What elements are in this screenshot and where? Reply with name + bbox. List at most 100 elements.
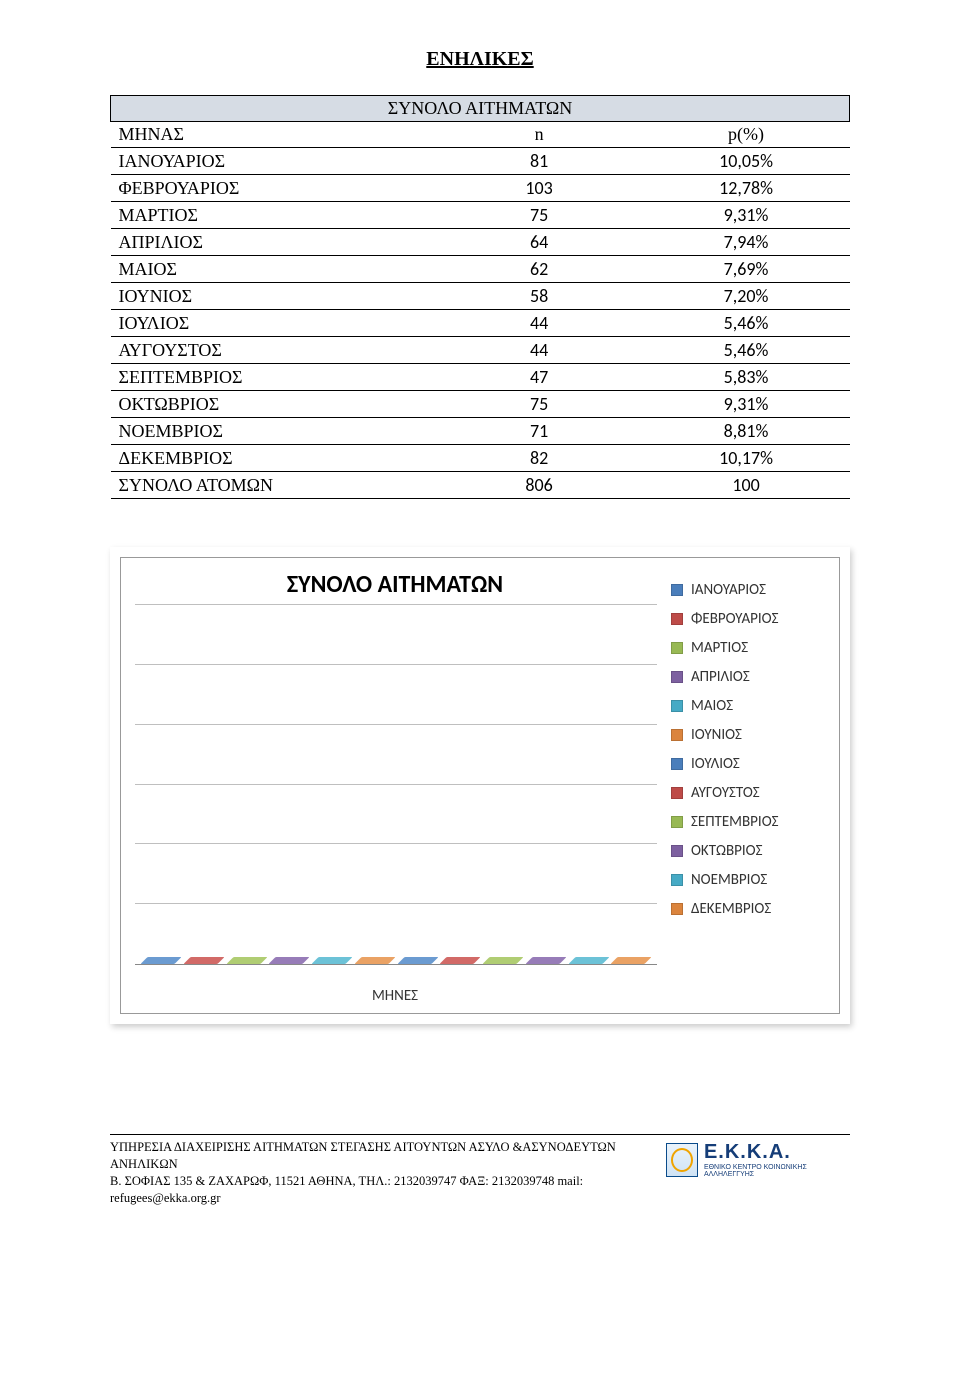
cell-p: 9,31% [643, 391, 850, 418]
cell-month: ΙΟΥΛΙΟΣ [111, 310, 436, 337]
legend-label: ΜΑΡΤΙΟΣ [691, 639, 748, 657]
legend-swatch-icon [671, 758, 683, 770]
cell-month: ΝΟΕΜΒΡΙΟΣ [111, 418, 436, 445]
table-col-n: n [436, 122, 643, 148]
footer-line-1: ΥΠΗΡΕΣΙΑ ΔΙΑΧΕΙΡΙΣΗΣ ΑΙΤΗΜΑΤΩΝ ΣΤΕΓΑΣΗΣ … [110, 1139, 666, 1173]
cell-month: ΙΑΝΟΥΑΡΙΟΣ [111, 148, 436, 175]
legend-label: ΣΕΠΤΕΜΒΡΙΟΣ [691, 813, 779, 831]
legend-label: ΦΕΒΡΟΥΑΡΙΟΣ [691, 610, 778, 628]
legend-label: ΑΠΡΙΛΙΟΣ [691, 668, 750, 686]
legend-item: ΙΟΥΛΙΟΣ [671, 755, 827, 773]
cell-p: 10,05% [643, 148, 850, 175]
cell-n: 44 [436, 337, 643, 364]
legend-item: ΝΟΕΜΒΡΙΟΣ [671, 871, 827, 889]
logo-acronym: Ε.Κ.Κ.Α. [704, 1141, 791, 1163]
table-row: ΑΠΡΙΛΙΟΣ647,94% [111, 229, 850, 256]
legend-item: ΦΕΒΡΟΥΑΡΙΟΣ [671, 610, 827, 628]
cell-n: 47 [436, 364, 643, 391]
cell-month: ΑΠΡΙΛΙΟΣ [111, 229, 436, 256]
legend-label: ΔΕΚΕΜΒΡΙΟΣ [691, 900, 771, 918]
cell-n: 64 [436, 229, 643, 256]
cell-month: ΑΥΓΟΥΣΤΟΣ [111, 337, 436, 364]
legend-label: ΙΟΥΛΙΟΣ [691, 755, 740, 773]
table-row: ΜΑΙΟΣ627,69% [111, 256, 850, 283]
table-row: ΙΟΥΝΙΟΣ587,20% [111, 283, 850, 310]
legend-label: ΝΟΕΜΒΡΙΟΣ [691, 871, 767, 889]
table-total-label: ΣΥΝΟΛΟ ΑΤΟΜΩΝ [111, 472, 436, 499]
cell-month: ΜΑΙΟΣ [111, 256, 436, 283]
legend-item: ΜΑΙΟΣ [671, 697, 827, 715]
logo-subtext: ΕΘΝΙΚΟ ΚΕΝΤΡΟ ΚΟΙΝΩΝΙΚΗΣ ΑΛΛΗΛΕΓΓΥΗΣ [704, 1164, 850, 1178]
legend-label: ΙΑΝΟΥΑΡΙΟΣ [691, 581, 766, 599]
cell-month: ΟΚΤΩΒΡΙΟΣ [111, 391, 436, 418]
page-footer: ΥΠΗΡΕΣΙΑ ΔΙΑΧΕΙΡΙΣΗΣ ΑΙΤΗΜΑΤΩΝ ΣΤΕΓΑΣΗΣ … [110, 1134, 850, 1217]
logo-text: Ε.Κ.Κ.Α. ΕΘΝΙΚΟ ΚΕΝΤΡΟ ΚΟΙΝΩΝΙΚΗΣ ΑΛΛΗΛΕ… [704, 1141, 850, 1178]
cell-month: ΙΟΥΝΙΟΣ [111, 283, 436, 310]
cell-n: 58 [436, 283, 643, 310]
table-row: ΜΑΡΤΙΟΣ759,31% [111, 202, 850, 229]
table-col-p: p(%) [643, 122, 850, 148]
table-row: ΙΟΥΛΙΟΣ445,46% [111, 310, 850, 337]
legend-item: ΟΚΤΩΒΡΙΟΣ [671, 842, 827, 860]
page-title: ΕΝΗΛΙΚΕΣ [110, 48, 850, 71]
cell-month: ΔΕΚΕΜΒΡΙΟΣ [111, 445, 436, 472]
legend-label: ΑΥΓΟΥΣΤΟΣ [691, 784, 760, 802]
legend-swatch-icon [671, 816, 683, 828]
page: ΕΝΗΛΙΚΕΣ ΣΥΝΟΛΟ ΑΙΤΗΜΑΤΩΝ ΜΗΝΑΣ n p(%) Ι… [0, 0, 960, 1217]
legend-swatch-icon [671, 584, 683, 596]
legend-swatch-icon [671, 642, 683, 654]
chart-bars [141, 605, 651, 964]
legend-item: ΔΕΚΕΜΒΡΙΟΣ [671, 900, 827, 918]
cell-p: 8,81% [643, 418, 850, 445]
data-table: ΣΥΝΟΛΟ ΑΙΤΗΜΑΤΩΝ ΜΗΝΑΣ n p(%) ΙΑΝΟΥΑΡΙΟΣ… [110, 95, 850, 499]
table-row: ΝΟΕΜΒΡΙΟΣ718,81% [111, 418, 850, 445]
legend-swatch-icon [671, 700, 683, 712]
legend-item: ΙΑΝΟΥΑΡΙΟΣ [671, 581, 827, 599]
table-row: ΑΥΓΟΥΣΤΟΣ445,46% [111, 337, 850, 364]
footer-text: ΥΠΗΡΕΣΙΑ ΔΙΑΧΕΙΡΙΣΗΣ ΑΙΤΗΜΑΤΩΝ ΣΤΕΓΑΣΗΣ … [110, 1139, 666, 1207]
chart-plot [135, 605, 657, 965]
chart-legend: ΙΑΝΟΥΑΡΙΟΣ ΦΕΒΡΟΥΑΡΙΟΣ ΜΑΡΤΙΟΣ ΑΠΡΙΛΙΟΣ ΜΑΙΟ… [661, 566, 831, 1005]
cell-p: 5,46% [643, 337, 850, 364]
logo-icon [666, 1143, 698, 1177]
footer-line-2: Β. ΣΟΦΙΑΣ 135 & ΖΑΧΑΡΩΦ, 11521 ΑΘΗΝΑ, ΤΗ… [110, 1173, 666, 1207]
footer-logo: Ε.Κ.Κ.Α. ΕΘΝΙΚΟ ΚΕΝΤΡΟ ΚΟΙΝΩΝΙΚΗΣ ΑΛΛΗΛΕ… [666, 1141, 850, 1178]
cell-n: 81 [436, 148, 643, 175]
cell-n: 44 [436, 310, 643, 337]
cell-n: 62 [436, 256, 643, 283]
cell-month: ΣΕΠΤΕΜΒΡΙΟΣ [111, 364, 436, 391]
x-axis-label: ΜΗΝΕΣ [129, 987, 661, 1005]
table-row: ΣΕΠΤΕΜΒΡΙΟΣ475,83% [111, 364, 850, 391]
legend-swatch-icon [671, 787, 683, 799]
table-title: ΣΥΝΟΛΟ ΑΙΤΗΜΑΤΩΝ [111, 96, 850, 122]
table-row: ΦΕΒΡΟΥΑΡΙΟΣ10312,78% [111, 175, 850, 202]
legend-swatch-icon [671, 613, 683, 625]
cell-p: 10,17% [643, 445, 850, 472]
chart-title: ΣΥΝΟΛΟ ΑΙΤΗΜΑΤΩΝ [129, 570, 661, 599]
table-total-n: 806 [436, 472, 643, 499]
table-row: ΙΑΝΟΥΑΡΙΟΣ8110,05% [111, 148, 850, 175]
cell-month: ΜΑΡΤΙΟΣ [111, 202, 436, 229]
cell-n: 71 [436, 418, 643, 445]
cell-n: 75 [436, 391, 643, 418]
cell-p: 7,20% [643, 283, 850, 310]
cell-n: 75 [436, 202, 643, 229]
legend-swatch-icon [671, 729, 683, 741]
cell-n: 103 [436, 175, 643, 202]
cell-p: 5,83% [643, 364, 850, 391]
table-row: ΔΕΚΕΜΒΡΙΟΣ8210,17% [111, 445, 850, 472]
legend-item: ΑΥΓΟΥΣΤΟΣ [671, 784, 827, 802]
table-total-p: 100 [643, 472, 850, 499]
legend-item: ΙΟΥΝΙΟΣ [671, 726, 827, 744]
legend-swatch-icon [671, 903, 683, 915]
chart-card: ΣΥΝΟΛΟ ΑΙΤΗΜΑΤΩΝ ΜΗΝΕΣ ΙΑΝΟΥΑΡΙΟΣ ΦΕΒΡΟΥΑ… [110, 547, 850, 1024]
cell-p: 7,69% [643, 256, 850, 283]
legend-label: ΙΟΥΝΙΟΣ [691, 726, 742, 744]
plot-wrap: ΣΥΝΟΛΟ ΑΙΤΗΜΑΤΩΝ ΜΗΝΕΣ [129, 566, 661, 1005]
legend-item: ΣΕΠΤΕΜΒΡΙΟΣ [671, 813, 827, 831]
legend-swatch-icon [671, 845, 683, 857]
legend-swatch-icon [671, 874, 683, 886]
cell-p: 7,94% [643, 229, 850, 256]
legend-label: ΜΑΙΟΣ [691, 697, 733, 715]
cell-p: 9,31% [643, 202, 850, 229]
